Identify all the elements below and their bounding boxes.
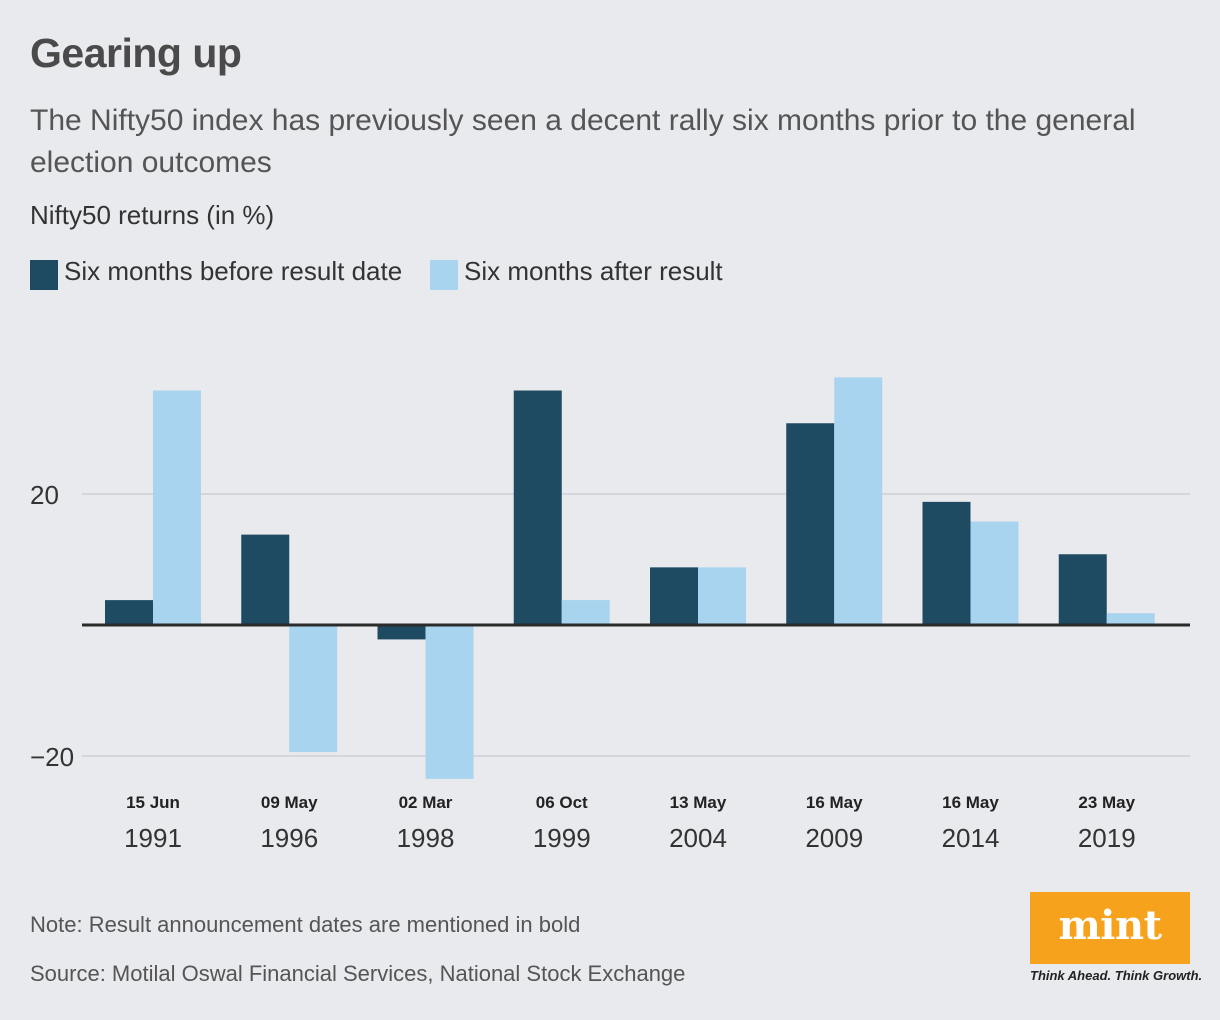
x-date-label: 23 May xyxy=(1078,793,1135,812)
bar-after-2009 xyxy=(834,377,883,625)
legend-label-after: Six months after result xyxy=(464,256,723,286)
bar-chart: 20 −20 15 Jun 1991 09 May 1996 02 Mar 1998 06 Oc… xyxy=(30,377,1190,853)
bar-before-2004 xyxy=(650,567,698,625)
bar-after-1996 xyxy=(289,625,338,753)
mint-logo-word: mint xyxy=(1058,901,1162,949)
x-year-label: 1999 xyxy=(533,823,591,853)
units-label: Nifty50 returns (in %) xyxy=(30,200,275,230)
bar-after-2014 xyxy=(970,521,1019,625)
y-tick-label: 20 xyxy=(30,480,59,510)
bar-after-1999 xyxy=(561,600,610,625)
y-tick-label: −20 xyxy=(30,742,74,772)
bar-before-1991 xyxy=(105,600,153,625)
bar-before-1999 xyxy=(513,390,562,625)
x-date-label: 09 May xyxy=(261,793,318,812)
x-year-label: 1991 xyxy=(124,823,182,853)
source-text: Source: Motilal Oswal Financial Services… xyxy=(30,961,686,986)
x-date-label: 16 May xyxy=(942,793,999,812)
bar-after-1998 xyxy=(425,625,474,779)
bar-before-2009 xyxy=(786,423,835,625)
bar-before-2014 xyxy=(922,501,971,625)
chart-subtitle: The Nifty50 index has previously seen a … xyxy=(30,104,1136,179)
x-date-label: 16 May xyxy=(806,793,863,812)
note-text: Note: Result announcement dates are ment… xyxy=(30,912,581,937)
x-date-label: 15 Jun xyxy=(126,793,180,812)
legend-label-before: Six months before result date xyxy=(64,256,403,286)
legend-swatch-after xyxy=(430,260,458,290)
chart-title: Gearing up xyxy=(30,30,242,76)
x-year-label: 2004 xyxy=(669,823,727,853)
bar-before-2019 xyxy=(1058,554,1107,625)
x-year-label: 1996 xyxy=(260,823,318,853)
bar-after-1991 xyxy=(153,390,201,625)
x-year-label: 1998 xyxy=(397,823,455,853)
x-date-label: 06 Oct xyxy=(536,793,588,812)
bar-after-2004 xyxy=(698,567,746,625)
x-year-label: 2014 xyxy=(942,823,1000,853)
legend-swatch-before xyxy=(30,260,58,290)
mint-logo: mint xyxy=(1030,892,1190,964)
bar-before-1996 xyxy=(241,534,290,625)
bar-after-2019 xyxy=(1106,613,1155,625)
logo-tagline: Think Ahead. Think Growth. xyxy=(1030,968,1203,983)
x-year-label: 2009 xyxy=(805,823,863,853)
x-date-label: 13 May xyxy=(670,793,727,812)
x-year-label: 2019 xyxy=(1078,823,1136,853)
bar-before-1998 xyxy=(377,625,426,640)
x-date-label: 02 Mar xyxy=(399,793,453,812)
